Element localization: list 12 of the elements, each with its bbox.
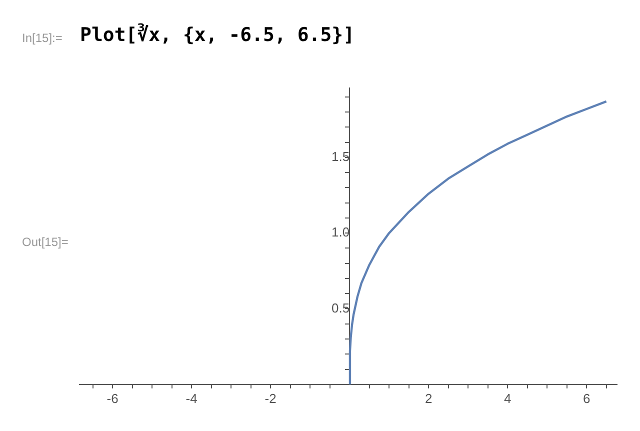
- x-tick-label: -6: [106, 390, 118, 406]
- x-tick-label: 4: [504, 390, 512, 406]
- text: Out[15]=: [22, 235, 68, 249]
- y-tick-label: 0.5: [332, 300, 350, 316]
- y-tick-label: 1.5: [332, 148, 350, 164]
- x-tick-label: -2: [264, 390, 276, 406]
- x-tick-label: 6: [582, 390, 590, 406]
- text: In[15]:=: [22, 31, 62, 45]
- y-tick-label: 1.0: [332, 224, 350, 240]
- x-tick-label: 2: [424, 390, 432, 406]
- x-tick-label: -4: [186, 390, 198, 406]
- text: Plot[∛x, {x, -6.5, 6.5}]: [80, 24, 355, 46]
